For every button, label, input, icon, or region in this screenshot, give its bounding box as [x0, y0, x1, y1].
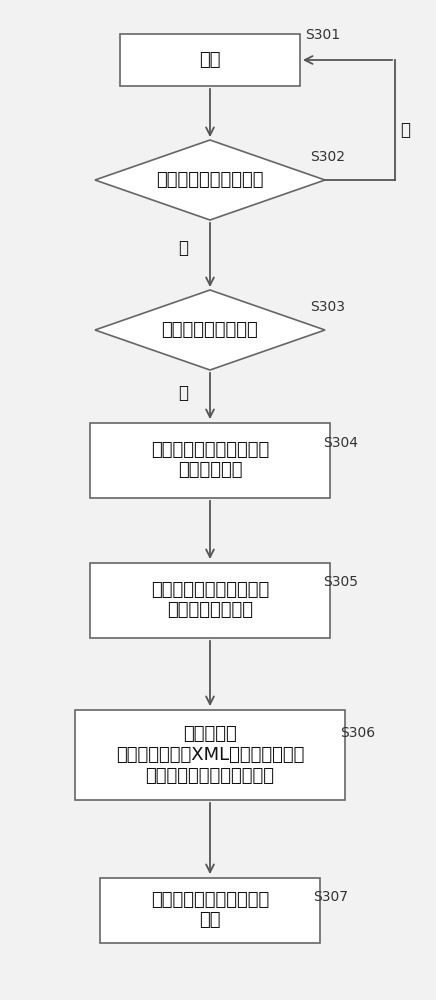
Bar [100, 878, 320, 942]
Text: S306: S306 [340, 726, 375, 740]
Text: 登录: 登录 [199, 51, 221, 69]
Bar [90, 562, 330, 638]
Text: 打开相应的功能子模块的
窗体: 打开相应的功能子模块的 窗体 [151, 891, 269, 929]
Text: S302: S302 [310, 150, 345, 164]
Bar [120, 34, 300, 86]
Text: 读取角色信息表，获取所
述用户的角色信息: 读取角色信息表，获取所 述用户的角色信息 [151, 581, 269, 619]
Text: 判断用户名是否存在？: 判断用户名是否存在？ [156, 171, 264, 189]
Text: 是: 是 [178, 384, 188, 402]
Text: 通过读取用户信息表获取
用户基本信息: 通过读取用户信息表获取 用户基本信息 [151, 441, 269, 479]
Text: S307: S307 [313, 890, 348, 904]
Text: 判断密码是否正确？: 判断密码是否正确？ [162, 321, 259, 339]
Bar [90, 422, 330, 497]
Text: 是: 是 [178, 239, 188, 257]
Polygon shape [95, 140, 325, 220]
Bar [75, 710, 345, 800]
Text: S303: S303 [310, 300, 345, 314]
Text: 连接功能子
模块接口，通过XML文件解析，获取
角色能够操作的功能子模块: 连接功能子 模块接口，通过XML文件解析，获取 角色能够操作的功能子模块 [116, 725, 304, 785]
Text: S304: S304 [323, 436, 358, 450]
Text: S305: S305 [323, 575, 358, 589]
Polygon shape [95, 290, 325, 370]
Text: 否: 否 [400, 121, 410, 139]
Text: S301: S301 [305, 28, 340, 42]
